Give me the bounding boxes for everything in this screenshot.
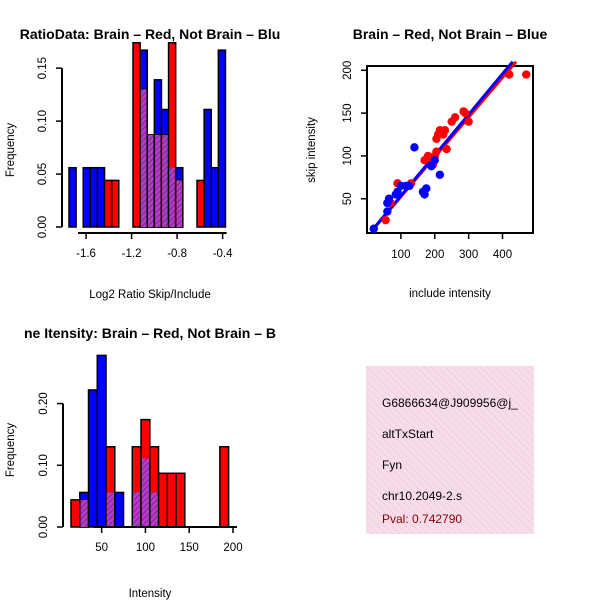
- intensity-x-tick-label: 150: [180, 542, 199, 554]
- intensity-bar-brain: [157, 472, 169, 528]
- scatter-axes: 100 200 300 400 50 100 150 200: [342, 61, 512, 261]
- scatter-x-tick-label: 300: [459, 249, 478, 261]
- ratio-bar-overlap: [176, 180, 183, 227]
- intensity-histogram: ne Itensity: Brain – Red, Not Brain – B …: [5, 325, 276, 600]
- intensity-axes: 50 100 150 200 0.00 0.10 0.20: [38, 392, 243, 554]
- ratio-bar-overlap: [155, 134, 161, 227]
- intensity-bar-brain: [70, 499, 81, 528]
- intensity-x-tick-label: 100: [136, 542, 155, 554]
- intensity-bar-overlap: [106, 492, 115, 527]
- ratio-y-tick-label: 0.10: [37, 110, 49, 132]
- info-box-background: [366, 366, 534, 534]
- scatter-point-notbrain: [383, 207, 392, 216]
- intensity-ylabel: Frequency: [5, 423, 17, 478]
- scatter-point-notbrain: [422, 184, 431, 193]
- ratio-bar-notbrain: [68, 166, 77, 228]
- scatter-x-tick-label: 200: [425, 249, 444, 261]
- ratio-bar-brain: [132, 42, 141, 228]
- p-value: Pval: 0.742790: [382, 512, 462, 526]
- scatter-point-notbrain: [384, 194, 394, 203]
- scatter-x-tick-label: 100: [391, 249, 410, 261]
- ratio-histogram: RatioData: Brain – Red, Not Brain – Blu …: [5, 26, 280, 301]
- ratio-x-tick-label: -0.4: [213, 248, 233, 260]
- scatter-point-notbrain: [435, 170, 445, 179]
- ratio-bar-brain: [110, 179, 120, 228]
- event-location: chr10.2049-2.s: [382, 489, 462, 503]
- scatter-y-tick-label: 150: [342, 104, 354, 123]
- intensity-y-tick-label: 0.00: [38, 516, 50, 538]
- scatter-point-brain: [381, 215, 390, 225]
- intensity-scatter: Brain – Red, Not Brain – Blue 100 200 300 4…: [306, 26, 547, 300]
- ratio-y-tick-label: 0.05: [37, 163, 49, 185]
- gene-name: Fyn: [382, 458, 402, 472]
- scatter-title: Brain – Red, Not Brain – Blue: [353, 26, 548, 42]
- scatter-point-brain: [464, 117, 473, 126]
- scatter-point-brain: [440, 126, 450, 135]
- ratio-y-tick-label: 0.00: [37, 216, 49, 238]
- intensity-xlabel: Intensity: [129, 588, 172, 600]
- intensity-bar-notbrain: [87, 389, 99, 528]
- intensity-bar-brain: [175, 472, 186, 528]
- event-type: altTxStart: [382, 427, 434, 441]
- scatter-ylabel: skip intensity: [306, 117, 318, 183]
- scatter-x-tick-label: 400: [493, 249, 512, 261]
- intensity-bar-overlap: [141, 458, 150, 527]
- intensity-x-tick-label: 50: [95, 542, 108, 554]
- scatter-point-brain: [450, 113, 460, 122]
- intensity-y-tick-label: 0.10: [38, 454, 50, 476]
- ratio-bar-overlap: [147, 134, 154, 227]
- ratio-bar-overlap: [169, 167, 175, 227]
- intensity-bar-notbrain: [96, 354, 107, 528]
- scatter-point-brain: [461, 108, 470, 118]
- scatter-point-notbrain: [405, 181, 414, 191]
- scatter-point-brain: [505, 70, 514, 79]
- scatter-point-notbrain: [430, 156, 439, 165]
- ratio-bar-notbrain: [210, 166, 220, 228]
- scatter-y-tick-label: 100: [342, 146, 354, 165]
- ratio-axes: -1.6 -1.2 -0.8 -0.4 0.00 0.05 0.10 0.15: [37, 57, 233, 260]
- intensity-bar-brain: [219, 446, 230, 528]
- scatter-point-notbrain: [410, 143, 419, 152]
- intensity-x-tick-label: 200: [223, 542, 242, 554]
- scatter-point-brain: [442, 144, 451, 154]
- scatter-xlabel: include intensity: [409, 288, 491, 300]
- intensity-bars: [70, 354, 230, 528]
- intensity-y-tick-label: 0.20: [38, 392, 50, 414]
- ratio-bar-notbrain: [217, 49, 227, 228]
- event-id: G6866634@J909956@j_: [382, 396, 518, 410]
- ratio-y-tick-label: 0.15: [37, 57, 49, 79]
- ratio-bar-brain: [103, 179, 113, 228]
- intensity-bar-overlap: [133, 492, 141, 527]
- ratio-bar-notbrain: [89, 166, 99, 228]
- ratio-title: RatioData: Brain – Red, Not Brain – Blu: [20, 26, 281, 42]
- intensity-bar-overlap: [80, 499, 88, 527]
- ratio-bar-overlap: [162, 134, 168, 227]
- scatter-points: [369, 70, 531, 233]
- scatter-y-tick-label: 50: [342, 192, 354, 205]
- ratio-bar-notbrain: [203, 108, 212, 228]
- ratio-bar-notbrain: [96, 166, 106, 228]
- ratio-x-tick-label: -1.6: [76, 248, 96, 260]
- scatter-point-brain: [522, 70, 531, 79]
- scatter-plot-box: [366, 65, 534, 234]
- event-info-box: G6866634@J909956@j_ altTxStart Fyn chr10…: [366, 366, 534, 534]
- ratio-x-tick-label: -1.2: [122, 248, 142, 260]
- intensity-title: ne Itensity: Brain – Red, Not Brain – B: [24, 325, 276, 341]
- scatter-fit-line-notbrain: [370, 60, 514, 232]
- ratio-bar-overlap: [140, 89, 147, 228]
- scatter-point-brain: [432, 147, 441, 156]
- ratio-bar-notbrain: [82, 166, 92, 228]
- ratio-xlabel: Log2 Ratio Skip/Include: [89, 289, 210, 301]
- scatter-y-tick-label: 200: [342, 61, 354, 80]
- intensity-bar-notbrain: [114, 491, 125, 528]
- ratio-bars: [68, 42, 227, 228]
- ratio-ylabel: Frequency: [5, 123, 17, 178]
- scatter-point-notbrain: [369, 224, 378, 233]
- intensity-bar-overlap: [150, 492, 158, 527]
- intensity-bar-brain: [166, 472, 177, 528]
- ratio-x-tick-label: -0.8: [167, 248, 187, 260]
- ratio-bar-brain: [196, 179, 205, 228]
